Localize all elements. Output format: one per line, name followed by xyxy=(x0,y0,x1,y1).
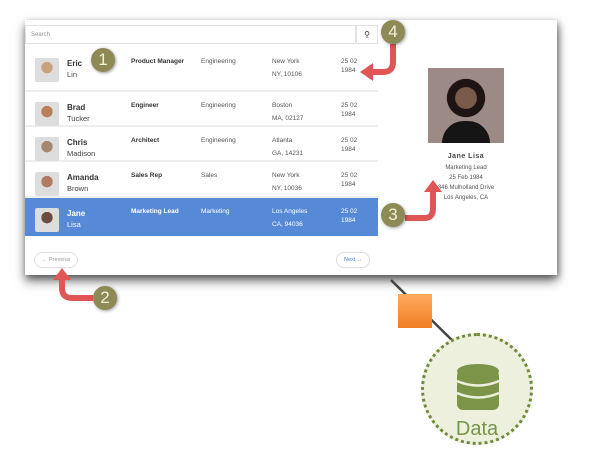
department: Sales xyxy=(201,172,218,179)
detail-title: Marketing Lead xyxy=(445,165,487,171)
detail-name: Jane Lisa xyxy=(447,153,485,160)
job-title: Sales Rep xyxy=(131,172,163,179)
search-icon: ⚲ xyxy=(364,30,370,39)
search-input[interactable]: Search xyxy=(25,25,356,44)
date-year: 1984 xyxy=(341,111,356,118)
detail-dob: 25 Feb 1984 xyxy=(449,175,483,181)
last-name: Lisa xyxy=(67,220,81,229)
city: Atlanta xyxy=(272,137,293,144)
date-day-month: 25 02 xyxy=(341,137,358,144)
date-day-month: 25 02 xyxy=(341,102,358,109)
date: 25 02 1984 xyxy=(341,207,357,225)
detail-address: 346 Mulholland Drive xyxy=(437,185,495,191)
avatar xyxy=(35,102,59,126)
date-year: 1984 xyxy=(341,181,356,188)
table-row[interactable]: Brad Tucker Engineer Engineering Boston … xyxy=(25,92,378,127)
job-title: Architect xyxy=(131,137,160,144)
state-zip: MA, 02127 xyxy=(272,115,304,122)
first-name: Eric xyxy=(67,59,83,68)
data-store: Data xyxy=(421,333,533,445)
avatar xyxy=(35,208,59,232)
badge-3: 3 xyxy=(381,203,405,227)
transfer-icon xyxy=(398,294,432,328)
avatar xyxy=(35,172,59,196)
job-title: Engineer xyxy=(131,102,159,109)
department: Engineering xyxy=(201,137,236,144)
last-name: Tucker xyxy=(67,114,90,123)
state-zip: GA, 14231 xyxy=(272,150,304,157)
date-year: 1984 xyxy=(341,146,356,153)
department: Engineering xyxy=(201,58,236,65)
table-row[interactable]: Chris Madison Architect Engineering Atla… xyxy=(25,127,378,162)
arrow-4 xyxy=(372,44,396,75)
last-name: Lin xyxy=(67,70,78,79)
first-name: Amanda xyxy=(67,173,99,182)
date-day-month: 25 02 xyxy=(341,172,358,179)
job-title: Product Manager xyxy=(131,58,185,65)
date-year: 1984 xyxy=(341,67,356,74)
data-label: Data xyxy=(455,418,499,440)
search-button[interactable]: ⚲ xyxy=(356,25,378,44)
detail-photo xyxy=(428,68,504,143)
badge-4: 4 xyxy=(381,20,405,44)
last-name: Madison xyxy=(67,149,96,158)
date: 25 02 1984 xyxy=(341,171,357,189)
city: Los Angeles xyxy=(272,208,308,215)
department: Engineering xyxy=(201,102,236,109)
detail-city: Los Angeles, CA xyxy=(443,195,489,201)
city: New York xyxy=(272,58,300,65)
job-title: Marketing Lead xyxy=(131,208,179,215)
previous-button[interactable]: ← Previous xyxy=(34,252,79,268)
state-zip: NY, 10036 xyxy=(272,185,302,192)
city: Boston xyxy=(272,102,293,109)
last-name: Brown xyxy=(67,184,89,193)
first-name: Chris xyxy=(67,138,88,147)
date: 25 02 1984 xyxy=(341,136,357,154)
avatar xyxy=(35,137,59,161)
date-day-month: 25 02 xyxy=(341,208,358,215)
badge-2: 2 xyxy=(93,286,117,310)
database-icon xyxy=(457,364,499,410)
date-year: 1984 xyxy=(341,217,356,224)
table-row[interactable]: Jane Lisa Marketing Lead Marketing Los A… xyxy=(25,198,378,236)
first-name: Jane xyxy=(67,209,86,218)
date: 25 02 1984 xyxy=(341,101,357,119)
date: 25 02 1984 xyxy=(341,57,357,75)
table-row[interactable]: Eric Lin Product Manager Engineering New… xyxy=(25,48,378,92)
arrow-2 xyxy=(59,278,93,301)
state-zip: NY, 10106 xyxy=(272,71,302,78)
employee-panel: Search ⚲ Eric Lin Product Manager Engine… xyxy=(25,20,557,275)
city: New York xyxy=(272,172,300,179)
first-name: Brad xyxy=(67,103,86,112)
next-button[interactable]: Next → xyxy=(336,252,371,268)
arrow-3 xyxy=(405,190,436,221)
state-zip: CA, 94036 xyxy=(272,221,303,228)
avatar xyxy=(35,58,59,82)
date-day-month: 25 02 xyxy=(341,58,358,65)
detail-card: Jane Lisa Marketing Lead 25 Feb 1984 346… xyxy=(428,68,504,203)
table-row[interactable]: Amanda Brown Sales Rep Sales New York NY… xyxy=(25,162,378,198)
department: Marketing xyxy=(201,208,230,215)
badge-1: 1 xyxy=(91,48,115,72)
